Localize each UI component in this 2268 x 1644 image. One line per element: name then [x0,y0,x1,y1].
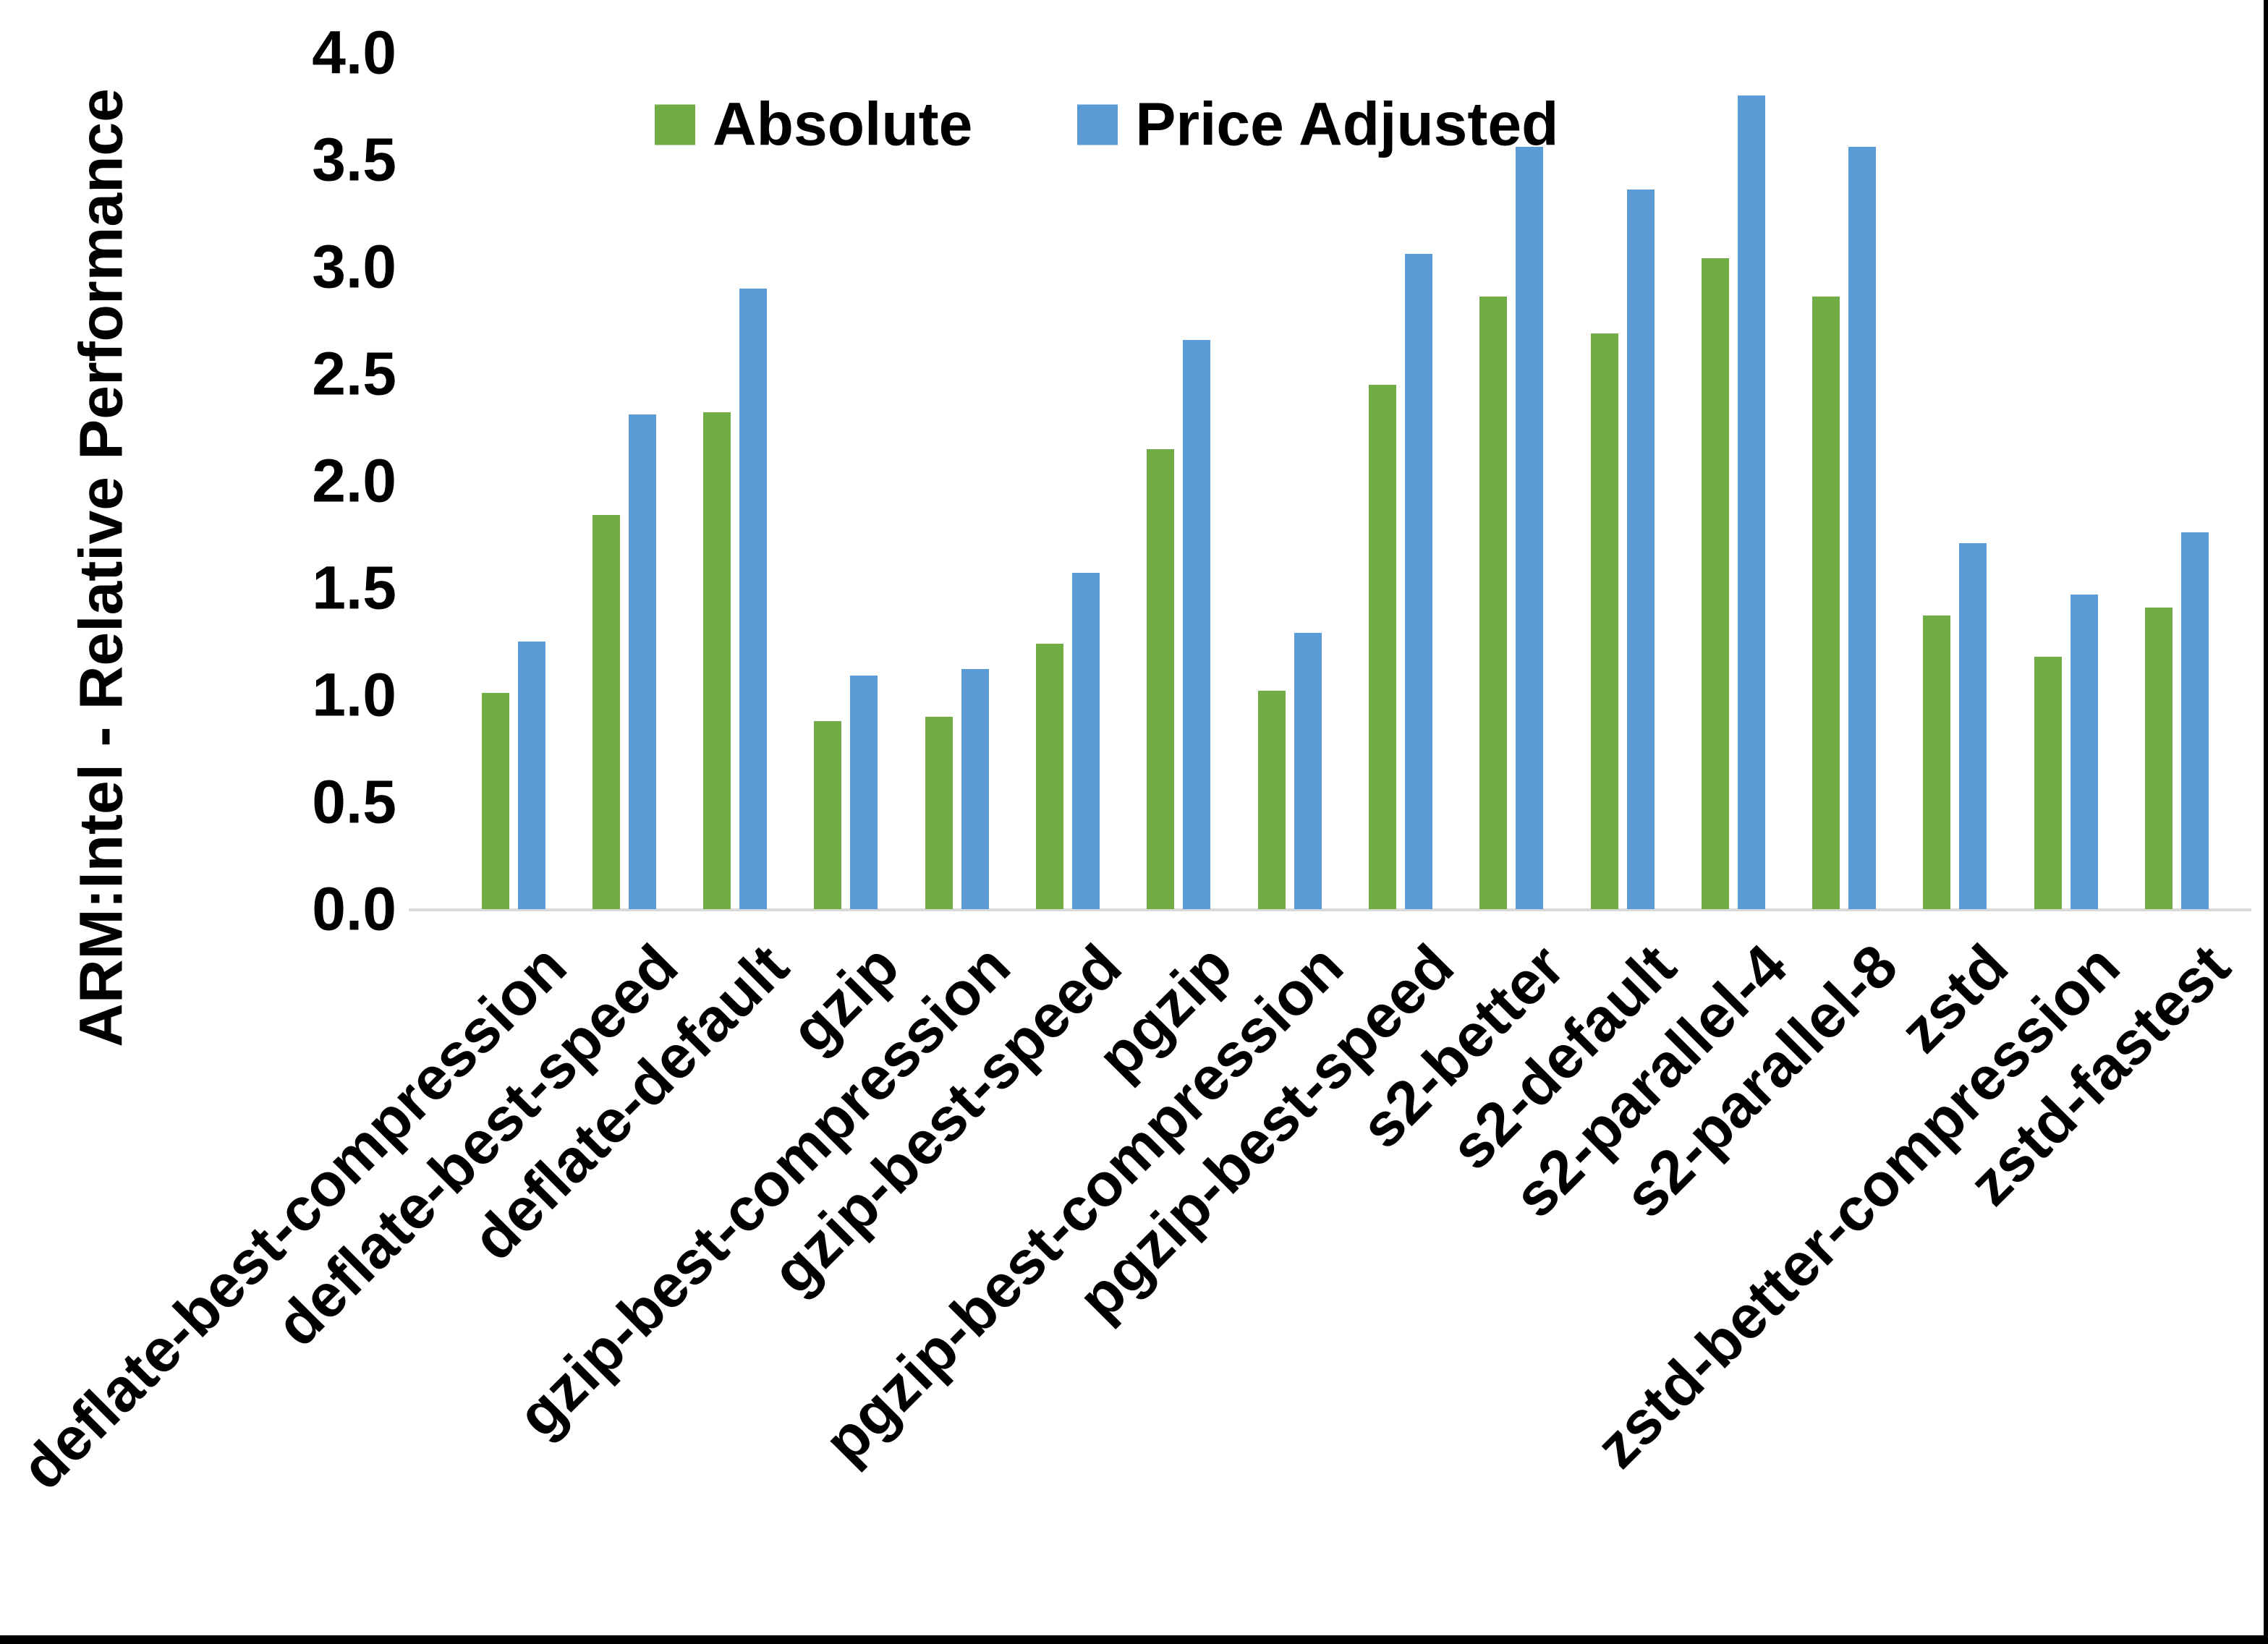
y-tick-label: 3.5 [312,125,396,194]
absolute-bar [1257,691,1286,909]
absolute-bar [1479,297,1508,909]
price-adjusted-bar [739,288,768,909]
frame-border-bottom [0,1635,2268,1644]
legend-label-price-adjusted: Price Adjusted [1135,90,1559,158]
chart-legend: Absolute Price Adjusted [655,90,1558,160]
absolute-bar [481,693,509,909]
price-adjusted-bar [1848,147,1877,909]
price-adjusted-bar [961,669,989,909]
legend-swatch-price-adjusted [1077,104,1118,145]
absolute-bar [1590,333,1618,909]
absolute-bar [1923,616,1951,909]
y-tick-label: 2.5 [312,339,396,408]
legend-label-absolute: Absolute [713,90,973,158]
absolute-bar [2145,607,2173,909]
price-adjusted-bar [2181,532,2209,909]
price-adjusted-bar [1626,189,1655,909]
price-adjusted-bar [628,414,656,909]
absolute-bar [925,716,953,909]
price-adjusted-bar [1072,573,1100,909]
absolute-bar [1368,384,1396,909]
price-adjusted-bar [1404,254,1432,909]
price-adjusted-bar [1183,339,1211,909]
absolute-bar [1701,258,1729,909]
y-tick-label: 1.0 [312,660,396,729]
price-adjusted-bar [1737,95,1765,909]
absolute-bar [1036,643,1063,909]
price-adjusted-bar [1516,147,1544,909]
y-tick-label: 0.0 [312,874,396,943]
x-axis-line [409,908,2251,911]
y-tick-label: 4.0 [312,18,396,87]
absolute-bar [703,412,731,909]
legend-swatch-absolute [655,104,695,145]
absolute-bar [1812,297,1840,909]
price-adjusted-bar [517,642,545,909]
legend-entry-price-adjusted: Price Adjusted [1077,90,1558,160]
absolute-bar [1147,448,1175,909]
y-tick-label: 3.0 [312,232,396,301]
price-adjusted-bar [1959,542,1987,909]
legend-entry-absolute: Absolute [655,90,972,160]
price-adjusted-bar [1294,633,1322,909]
y-axis-title: ARM:Intel - Relative Performance [67,88,135,1047]
absolute-bar [2034,656,2062,909]
y-tick-label: 0.5 [312,767,396,836]
absolute-bar [814,720,842,909]
frame-border-right [2264,0,2268,1644]
price-adjusted-bar [850,676,878,909]
price-adjusted-bar [2070,594,2098,909]
y-tick-label: 2.0 [312,446,396,515]
y-tick-label: 1.5 [312,553,396,622]
absolute-bar [592,515,620,909]
